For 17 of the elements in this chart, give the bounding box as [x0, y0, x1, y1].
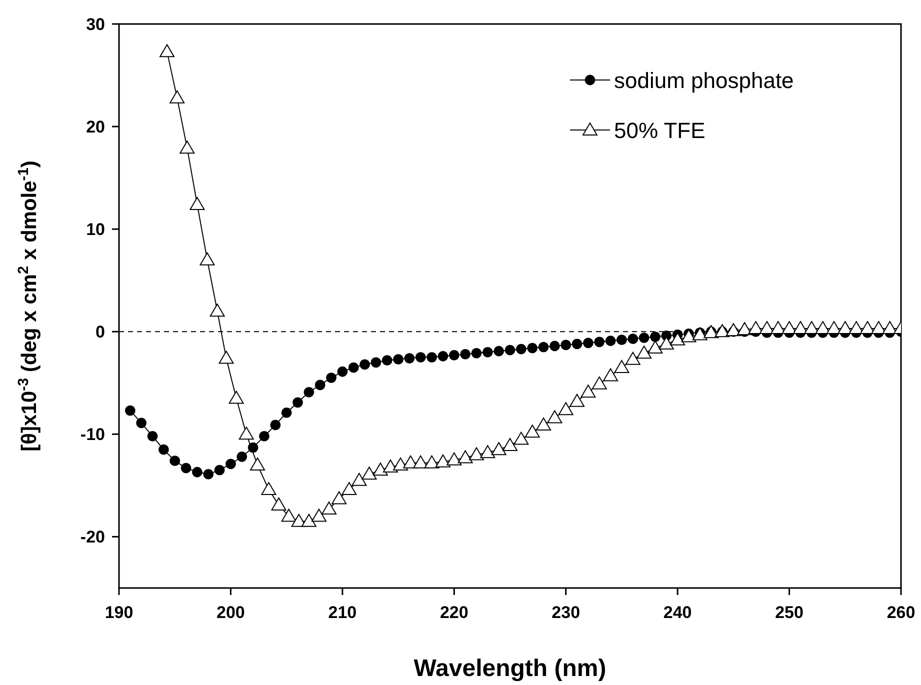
legend-label: sodium phosphate [614, 68, 794, 93]
y-tick-label: 30 [86, 15, 105, 34]
x-tick-label: 250 [775, 603, 804, 622]
x-tick-label: 190 [104, 603, 134, 622]
y-tick-label: 0 [96, 322, 105, 342]
x-axis-title: Wavelength (nm) [414, 655, 606, 682]
x-tick-label: 230 [552, 603, 580, 622]
x-tick-label: 240 [663, 603, 692, 622]
y-tick-label: 20 [86, 118, 105, 137]
legend-label: 50% TFE [614, 118, 706, 143]
y-tick-label: -10 [80, 425, 105, 444]
x-tick-label: 220 [440, 603, 468, 622]
x-tick-label: 210 [328, 603, 357, 622]
x-tick-label: 200 [216, 603, 245, 622]
x-tick-label: 260 [886, 603, 916, 622]
y-tick-label: 10 [86, 220, 105, 240]
y-tick-label: -20 [80, 528, 105, 547]
